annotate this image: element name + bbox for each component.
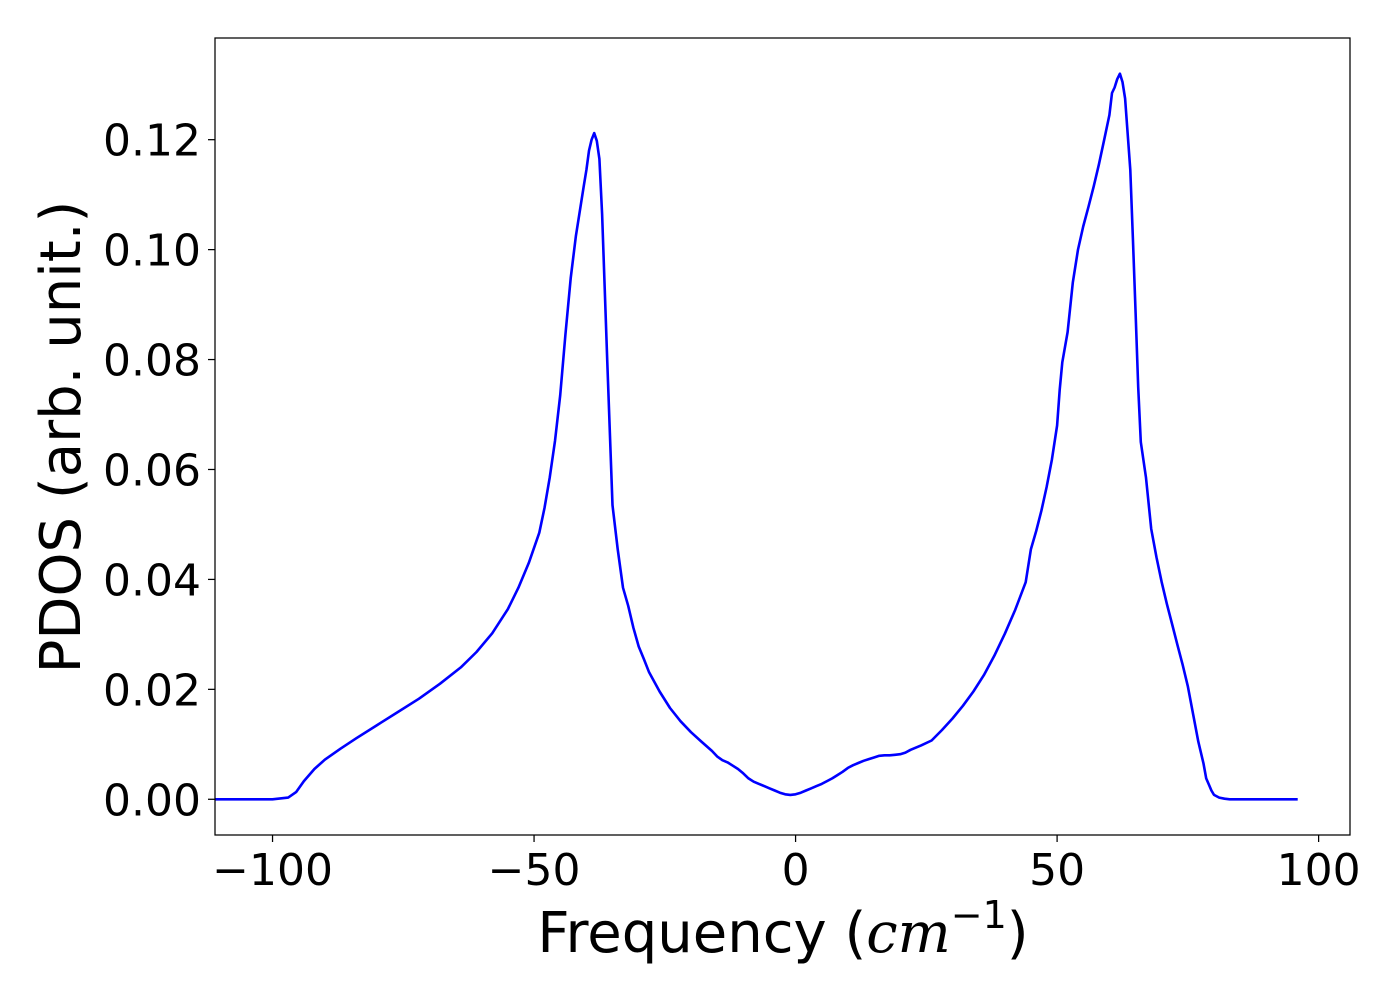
x-axis-label: Frequency (cm−1)	[537, 893, 1028, 966]
x-tick-label: −100	[212, 845, 333, 896]
y-tick-label: 0.06	[103, 445, 201, 496]
y-tick-label: 0.10	[103, 226, 201, 277]
x-axis-label-exponent: −1	[951, 893, 1007, 937]
x-axis-label-close: )	[1007, 901, 1029, 966]
y-axis-label: PDOS (arb. unit.)	[29, 201, 94, 674]
y-tick-label: 0.12	[103, 116, 201, 167]
x-tick-label: 100	[1277, 845, 1361, 896]
x-axis-label-main: Frequency (	[537, 901, 866, 966]
y-tick-label: 0.04	[103, 555, 201, 606]
y-tick-label: 0.00	[103, 775, 201, 826]
series-layer	[215, 72, 1298, 801]
x-tick-label: −50	[488, 845, 581, 896]
x-axis-label-unit: cm	[866, 901, 950, 966]
x-axis: −100 −50 0 50 100	[212, 835, 1361, 896]
plot-area-background	[215, 38, 1350, 835]
series-line	[215, 72, 1298, 801]
x-tick-label: 0	[782, 845, 810, 896]
y-axis: 0.00 0.02 0.04 0.06 0.08 0.10 0.12	[103, 116, 215, 826]
x-tick-label: 50	[1029, 845, 1085, 896]
y-tick-label: 0.02	[103, 665, 201, 716]
y-tick-label: 0.08	[103, 336, 201, 387]
plot-frame	[214, 37, 1351, 836]
